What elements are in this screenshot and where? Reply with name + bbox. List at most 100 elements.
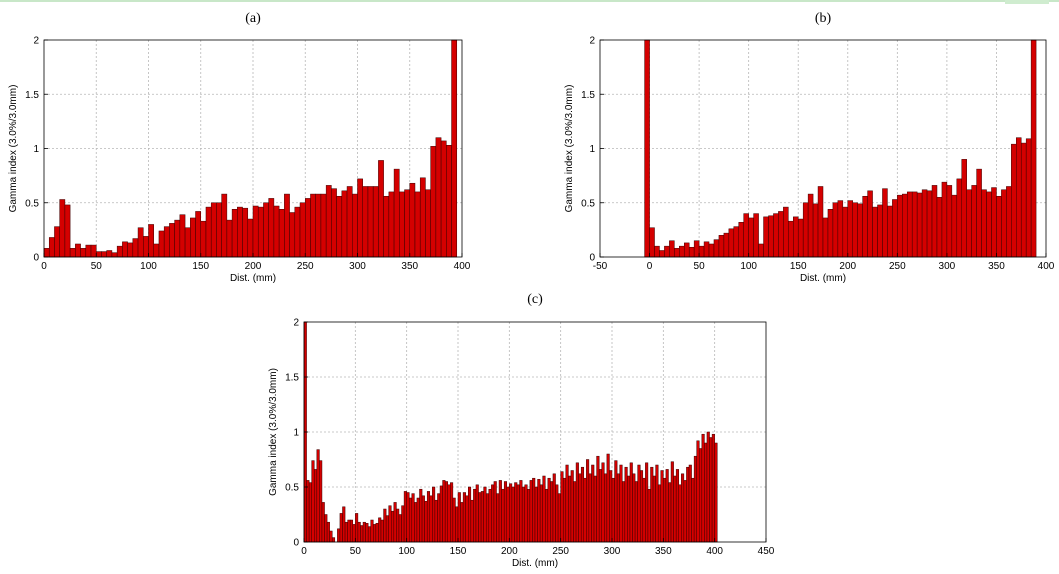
bar [822,217,829,258]
y-tick-label: 1.5 [581,90,595,101]
bar [516,484,520,543]
bar [320,193,327,258]
bar [681,473,685,543]
bar [565,464,569,543]
bar [216,202,222,258]
x-tick-label: 50 [694,261,706,272]
bar [273,205,280,258]
bar [268,198,275,258]
bar [447,484,451,543]
bar [347,519,351,543]
bar [393,168,400,258]
bar [237,206,243,258]
bar [480,491,484,543]
bar [367,186,374,258]
bar [446,144,452,258]
bar [664,245,670,258]
bar [588,473,592,543]
bar [778,211,784,258]
bar [743,213,749,258]
x-tick-label: 250 [552,546,569,557]
bar [373,524,377,543]
bar [568,475,572,543]
bar [383,195,390,258]
bar [675,469,679,543]
bar [122,241,128,258]
bar [341,190,348,258]
bar [693,240,700,258]
bar [316,449,320,543]
bar [817,186,824,258]
bar [365,523,369,543]
x-tick-label: -50 [593,261,608,272]
bar [357,521,361,543]
bar [624,466,628,543]
bar [693,455,697,543]
bar [537,479,541,543]
bar [616,473,620,543]
y-tick-label: 0 [293,538,299,549]
x-tick-label: 200 [245,261,262,272]
bar [931,185,938,258]
bar [380,519,384,543]
bar [101,251,107,258]
bar [289,212,296,258]
bar [184,227,191,258]
y-tick-label: 0 [33,253,39,264]
bar [557,493,561,543]
bar [560,471,564,543]
bar [812,203,819,258]
x-tick-label: 400 [1038,261,1055,272]
bar [362,186,369,258]
bar [385,515,389,543]
bar [372,186,379,258]
bar [498,480,502,543]
bar [396,508,400,543]
bar [659,250,665,258]
x-tick-label: 400 [454,261,471,272]
x-tick-label: 150 [450,546,467,557]
bar [637,464,641,543]
bar [344,521,348,543]
bar [882,188,888,258]
bar [432,486,436,543]
bar [753,213,759,258]
bar [496,493,500,543]
bar [1001,189,1007,258]
bar [460,502,464,543]
bar [773,213,779,258]
bar [604,473,608,543]
bar [606,453,610,543]
bar [911,191,918,258]
bar [339,513,343,543]
bar [506,486,510,543]
bar [688,246,695,258]
panel-label: (b) [815,11,832,26]
bar [284,193,290,258]
bar [709,437,713,543]
x-axis-label: Dist. (mm) [800,273,846,284]
bar [231,209,238,258]
bar [179,214,186,258]
x-tick-label: 300 [939,261,956,272]
bar [378,160,384,258]
bar [1011,143,1017,258]
bar [278,209,285,258]
bar [360,525,364,543]
bar [802,202,809,258]
bar [711,433,715,543]
bar [580,466,585,543]
bar [442,480,446,543]
x-axis-label: Dist. (mm) [512,558,558,569]
bar [430,146,437,258]
panel-label: (c) [527,292,543,307]
bar [562,477,567,543]
bar [673,475,677,543]
bar [951,194,958,258]
bar [650,466,654,543]
x-tick-label: 350 [655,546,672,557]
bar [475,484,479,543]
bar [425,189,431,258]
bar [768,215,774,258]
